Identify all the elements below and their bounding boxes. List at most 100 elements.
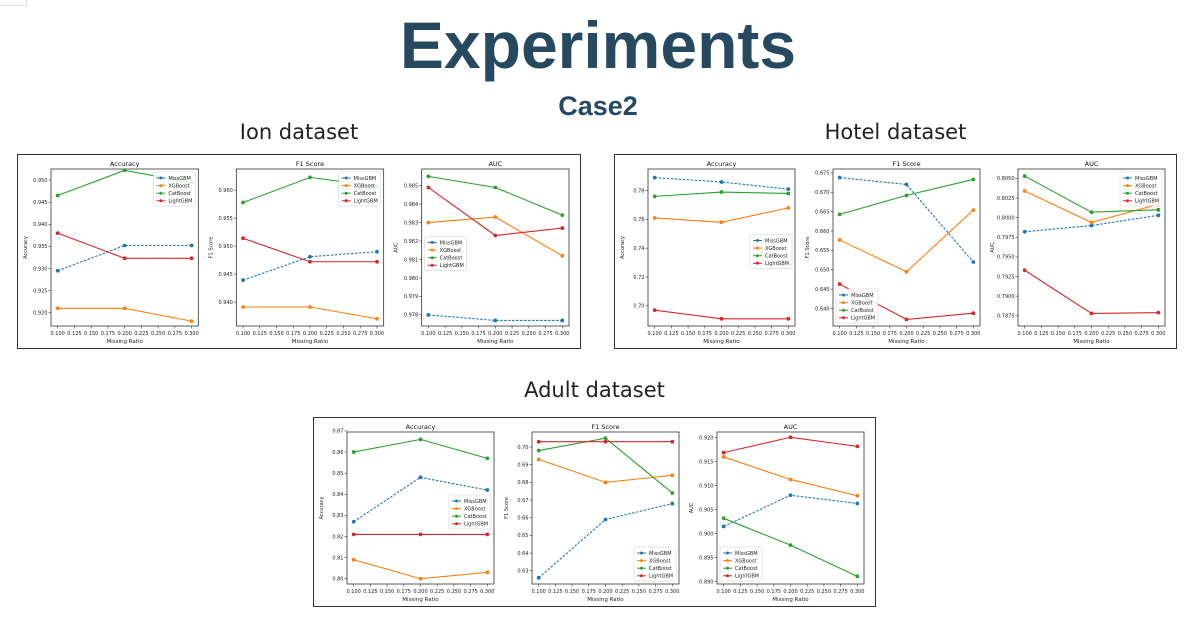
legend-marker-xgboost: [159, 184, 163, 188]
x-tick-label: 0.250: [632, 589, 646, 595]
data-point-missgbm: [122, 243, 127, 248]
data-point-missgbm: [788, 493, 793, 498]
x-tick-label: 0.200: [303, 331, 317, 337]
data-point-xgboost: [426, 220, 431, 225]
data-point-xgboost: [485, 570, 490, 575]
x-tick-label: 0.200: [714, 331, 728, 337]
data-point-lightgbm: [536, 439, 541, 444]
data-point-xgboost: [855, 493, 860, 498]
data-point-lightgbm: [837, 282, 842, 287]
series-line-xgboost: [57, 307, 192, 322]
data-point-catboost: [855, 574, 860, 579]
x-tick-label: 0.175: [698, 331, 712, 337]
y-tick-label: 0.920: [33, 311, 47, 317]
x-tick-label: 0.100: [421, 331, 435, 337]
y-tick-label: 0.910: [699, 484, 713, 490]
x-tick-label: 0.200: [1084, 331, 1098, 337]
x-axis-label: Missing Ratio: [587, 597, 624, 603]
data-point-xgboost: [904, 269, 909, 274]
x-tick-label: 0.225: [1101, 331, 1115, 337]
legend-label-xgboost: XGBoost: [735, 558, 756, 564]
legend-label-missgbm: MissGBM: [765, 238, 788, 244]
y-axis-label: AUC: [990, 242, 996, 253]
x-tick-label: 0.150: [866, 331, 880, 337]
data-point-missgbm: [786, 187, 791, 192]
legend-label-lightgbm: LightGBM: [851, 316, 875, 322]
x-tick-label: 0.200: [118, 331, 132, 337]
y-tick-label: 0.945: [219, 272, 233, 278]
x-tick-label: 0.225: [320, 331, 334, 337]
x-axis-label: Missing Ratio: [888, 339, 925, 345]
y-axis-label: AUC: [689, 502, 695, 513]
x-tick-label: 0.225: [134, 331, 148, 337]
data-point-missgbm: [971, 260, 976, 264]
data-point-lightgbm: [426, 185, 431, 190]
data-point-missgbm: [603, 517, 608, 522]
x-axis-label: Missing Ratio: [292, 339, 329, 345]
data-point-catboost: [493, 185, 498, 190]
legend-label-catboost: CatBoost: [354, 191, 377, 197]
data-point-missgbm: [189, 243, 194, 248]
x-tick-label: 0.250: [522, 331, 536, 337]
legend-marker-catboost: [455, 514, 458, 518]
x-tick-label: 0.300: [966, 331, 980, 337]
data-point-lightgbm: [904, 317, 909, 322]
y-tick-label: 0.905: [699, 507, 713, 513]
y-tick-label: 0.950: [33, 178, 47, 184]
y-tick-label: 0.920: [699, 436, 713, 442]
y-tick-label: 0.74: [633, 246, 644, 252]
series-line-catboost: [538, 437, 673, 494]
x-tick-label: 0.250: [933, 331, 947, 337]
legend-marker-catboost: [640, 566, 643, 570]
series-line-xgboost: [723, 456, 858, 497]
y-axis-label: F1 Score: [208, 237, 214, 259]
legend-box: [338, 171, 381, 207]
data-point-catboost: [652, 194, 657, 199]
x-tick-label: 0.100: [648, 331, 662, 337]
x-tick-label: 0.125: [849, 331, 863, 337]
subplot-title: AUC: [1085, 160, 1099, 168]
data-point-xgboost: [493, 215, 498, 219]
data-point-lightgbm: [788, 435, 793, 440]
y-tick-label: 0.68: [517, 480, 528, 486]
data-point-xgboost: [375, 316, 379, 321]
data-point-lightgbm: [55, 231, 60, 236]
y-tick-label: 0.84: [332, 492, 343, 498]
legend-label-lightgbm: LightGBM: [168, 199, 192, 205]
legend-label-missgbm: MissGBM: [1135, 176, 1158, 182]
data-point-catboost: [904, 193, 909, 198]
legend-label-lightgbm: LightGBM: [765, 261, 789, 267]
series-line-missgbm: [723, 494, 858, 527]
y-tick-label: 0.69: [517, 462, 528, 468]
x-tick-label: 0.275: [538, 331, 552, 337]
series-line-xgboost: [353, 559, 488, 580]
series-line-missgbm: [1024, 214, 1159, 233]
y-axis-label: Accuracy: [620, 236, 626, 259]
x-tick-label: 0.275: [353, 331, 367, 337]
y-tick-label: 0.670: [815, 190, 829, 196]
data-point-xgboost: [788, 477, 793, 482]
y-axis-label: F1 Score: [504, 497, 510, 519]
data-point-xgboost: [308, 305, 312, 309]
x-axis-label: Missing Ratio: [703, 339, 740, 345]
legend-box: [633, 546, 677, 582]
x-tick-label: 0.200: [413, 589, 427, 595]
x-tick-label: 0.275: [648, 589, 662, 595]
y-tick-label: 0.982: [404, 239, 418, 245]
data-point-missgbm: [308, 254, 312, 259]
data-point-missgbm: [485, 488, 490, 492]
data-point-catboost: [670, 491, 675, 495]
x-tick-label: 0.300: [555, 331, 569, 337]
x-tick-label: 0.275: [949, 331, 963, 337]
y-tick-label: 0.900: [699, 531, 713, 537]
x-tick-label: 0.125: [1034, 331, 1048, 337]
x-tick-label: 0.225: [731, 331, 745, 337]
y-tick-label: 0.955: [219, 216, 233, 222]
x-axis-label: Missing Ratio: [477, 339, 514, 345]
series-line-lightgbm: [723, 436, 858, 454]
legend-label-catboost: CatBoost: [440, 256, 463, 262]
legend-marker-xgboost: [756, 246, 759, 250]
y-tick-label: 0.983: [404, 220, 418, 226]
